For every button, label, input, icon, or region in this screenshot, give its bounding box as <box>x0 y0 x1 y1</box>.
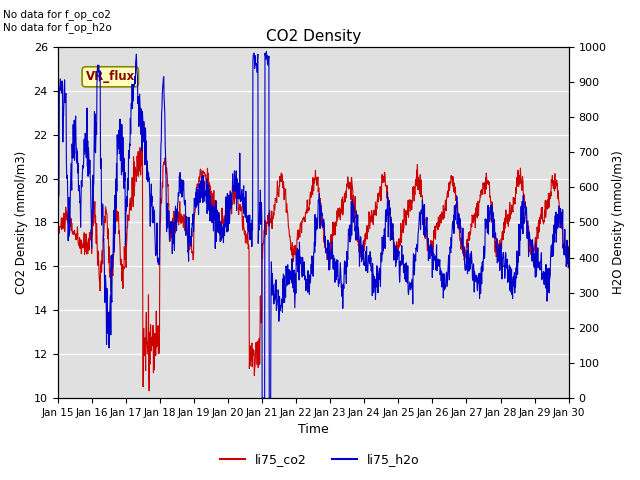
X-axis label: Time: Time <box>298 423 328 436</box>
Text: No data for f_op_co2: No data for f_op_co2 <box>3 9 111 20</box>
Title: CO2 Density: CO2 Density <box>266 29 361 44</box>
Y-axis label: CO2 Density (mmol/m3): CO2 Density (mmol/m3) <box>15 151 28 294</box>
Text: No data for f_op_h2o: No data for f_op_h2o <box>3 22 112 33</box>
Y-axis label: H2O Density (mmol/m3): H2O Density (mmol/m3) <box>612 151 625 294</box>
Text: VR_flux: VR_flux <box>86 70 135 84</box>
Legend: li75_co2, li75_h2o: li75_co2, li75_h2o <box>215 448 425 471</box>
